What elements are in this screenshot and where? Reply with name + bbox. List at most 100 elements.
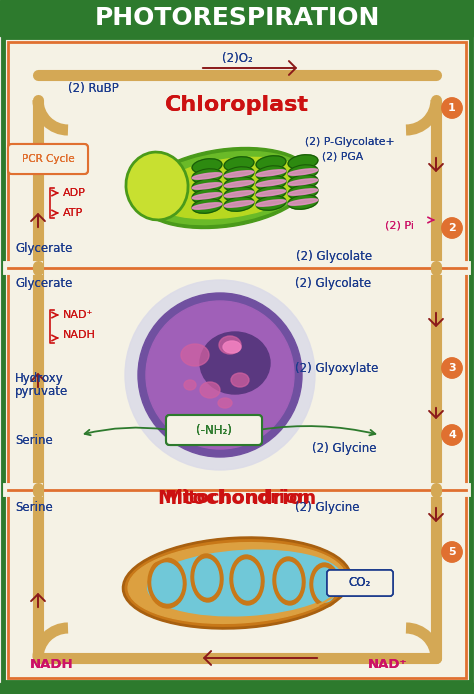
Circle shape <box>442 542 462 562</box>
Ellipse shape <box>314 568 336 602</box>
Text: (2) Glyoxylate: (2) Glyoxylate <box>295 362 378 375</box>
Ellipse shape <box>224 177 254 192</box>
Text: NADH: NADH <box>30 659 73 672</box>
Ellipse shape <box>256 170 286 176</box>
Text: 1: 1 <box>448 103 456 113</box>
Ellipse shape <box>256 155 286 170</box>
Ellipse shape <box>192 159 222 174</box>
Text: (2) Glyoxylate: (2) Glyoxylate <box>295 362 378 375</box>
Ellipse shape <box>224 191 254 197</box>
Ellipse shape <box>223 341 241 353</box>
Text: (2) Glycine: (2) Glycine <box>295 500 359 514</box>
Ellipse shape <box>224 201 254 208</box>
Ellipse shape <box>153 158 307 219</box>
Ellipse shape <box>273 557 305 605</box>
Ellipse shape <box>256 186 286 201</box>
Text: ATP: ATP <box>63 208 83 218</box>
Ellipse shape <box>192 189 222 203</box>
FancyBboxPatch shape <box>327 570 393 596</box>
Text: (2) RuBP: (2) RuBP <box>68 81 119 94</box>
Circle shape <box>125 280 315 470</box>
Ellipse shape <box>152 563 182 603</box>
Text: (-NH₂): (-NH₂) <box>196 423 232 437</box>
Text: NAD⁺: NAD⁺ <box>63 310 93 320</box>
FancyBboxPatch shape <box>3 37 471 682</box>
Text: (2) Glycolate: (2) Glycolate <box>295 276 371 289</box>
Ellipse shape <box>192 183 222 189</box>
Ellipse shape <box>192 179 222 193</box>
Ellipse shape <box>288 155 318 169</box>
Text: 4: 4 <box>448 430 456 440</box>
Ellipse shape <box>277 562 301 600</box>
Text: (2) Glycine: (2) Glycine <box>312 441 376 455</box>
Ellipse shape <box>148 558 186 608</box>
Text: Serine: Serine <box>15 434 53 446</box>
FancyBboxPatch shape <box>166 415 262 445</box>
Ellipse shape <box>224 157 254 171</box>
Text: 3: 3 <box>448 363 456 373</box>
Text: ADP: ADP <box>63 188 86 198</box>
Circle shape <box>442 218 462 238</box>
Ellipse shape <box>256 180 286 186</box>
Text: pyruvate: pyruvate <box>15 384 68 398</box>
Text: Hydroxy: Hydroxy <box>15 371 64 384</box>
Ellipse shape <box>192 169 222 183</box>
Text: (2) Pi: (2) Pi <box>385 220 414 230</box>
Text: 3: 3 <box>448 363 456 373</box>
Text: NAD⁺: NAD⁺ <box>63 310 93 320</box>
Ellipse shape <box>218 398 232 408</box>
Text: NADH: NADH <box>30 659 73 672</box>
Text: Glycerate: Glycerate <box>15 276 73 289</box>
Text: CO₂: CO₂ <box>349 577 371 589</box>
Text: pyruvate: pyruvate <box>15 384 68 398</box>
Text: (-NH₂): (-NH₂) <box>196 423 232 437</box>
Ellipse shape <box>138 148 312 228</box>
Bar <box>0 0 474 36</box>
Ellipse shape <box>219 336 241 354</box>
Ellipse shape <box>256 189 286 196</box>
Text: ADP: ADP <box>63 188 86 198</box>
Circle shape <box>146 301 294 449</box>
Text: NAD⁺: NAD⁺ <box>368 659 408 672</box>
FancyBboxPatch shape <box>8 144 88 174</box>
Ellipse shape <box>192 203 222 209</box>
Text: 2: 2 <box>448 223 456 233</box>
Text: Mitochondrion: Mitochondrion <box>164 489 310 507</box>
Ellipse shape <box>288 185 318 199</box>
Ellipse shape <box>192 193 222 199</box>
Text: (2) PGA: (2) PGA <box>322 151 363 161</box>
Ellipse shape <box>184 380 196 390</box>
Text: (2) Glycine: (2) Glycine <box>295 500 359 514</box>
Text: 1: 1 <box>448 103 456 113</box>
Ellipse shape <box>256 176 286 190</box>
Ellipse shape <box>200 382 220 398</box>
Ellipse shape <box>256 196 286 210</box>
Circle shape <box>442 98 462 118</box>
Ellipse shape <box>147 550 342 616</box>
Ellipse shape <box>288 179 318 185</box>
Ellipse shape <box>234 560 260 600</box>
Circle shape <box>442 425 462 445</box>
Ellipse shape <box>230 555 264 605</box>
Circle shape <box>442 218 462 238</box>
Ellipse shape <box>224 180 254 187</box>
Ellipse shape <box>224 187 254 201</box>
Text: Serine: Serine <box>15 500 53 514</box>
Ellipse shape <box>200 332 270 394</box>
Text: Mitochondrion: Mitochondrion <box>157 489 317 507</box>
Text: NADH: NADH <box>63 330 96 340</box>
Circle shape <box>442 425 462 445</box>
Text: (2) PGA: (2) PGA <box>322 151 363 161</box>
Circle shape <box>442 358 462 378</box>
Text: PCR Cycle: PCR Cycle <box>22 154 74 164</box>
Text: (2) Glycolate: (2) Glycolate <box>295 276 371 289</box>
Ellipse shape <box>288 189 318 195</box>
Text: (2) RuBP: (2) RuBP <box>68 81 119 94</box>
Text: Glycerate: Glycerate <box>15 242 73 255</box>
Ellipse shape <box>123 538 351 628</box>
Circle shape <box>442 542 462 562</box>
Text: 4: 4 <box>448 430 456 440</box>
Text: Serine: Serine <box>15 434 53 446</box>
Ellipse shape <box>192 173 222 179</box>
Ellipse shape <box>256 166 286 180</box>
